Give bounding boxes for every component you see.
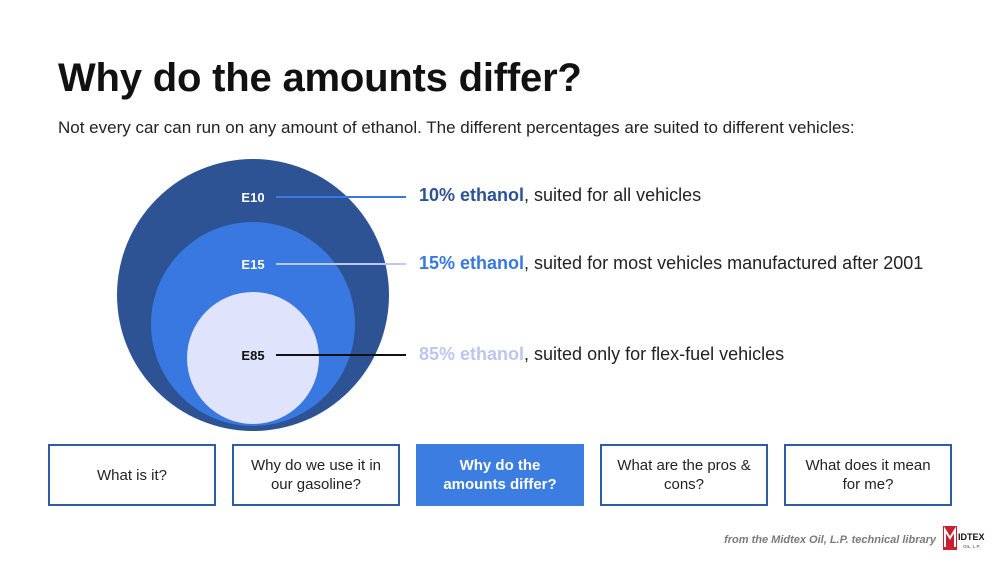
nav-button-why-use-it[interactable]: Why do we use it in our gasoline? — [232, 444, 400, 506]
nav-button-why-amounts-differ[interactable]: Why do the amounts differ? — [416, 444, 584, 506]
nav-button-pros-cons[interactable]: What are the pros & cons? — [600, 444, 768, 506]
e85-highlight: 85% ethanol — [419, 344, 525, 364]
nav-button-what-it-means[interactable]: What does it mean for me? — [784, 444, 952, 506]
e15-description: 15% ethanol, suited for most vehicles ma… — [419, 253, 923, 274]
e85-label: E85 — [241, 348, 264, 363]
e10-description-text: , suited for all vehicles — [524, 185, 702, 205]
footer-credit: from the Midtex Oil, L.P. technical libr… — [724, 534, 936, 546]
e15-highlight: 15% ethanol — [419, 253, 525, 273]
e10-highlight: 10% ethanol — [419, 185, 525, 205]
nav-button-what-is-it[interactable]: What is it? — [48, 444, 216, 506]
e85-circle — [187, 292, 319, 424]
e85-description: 85% ethanol, suited only for flex-fuel v… — [419, 344, 784, 365]
midtex-logo: IDTEX OIL, L.P. — [943, 526, 987, 550]
page-subtitle: Not every car can run on any amount of e… — [58, 118, 855, 137]
e15-description-text: , suited for most vehicles manufactured … — [524, 253, 924, 273]
e10-description: 10% ethanol, suited for all vehicles — [419, 185, 701, 206]
logo-text: IDTEX — [958, 532, 985, 542]
e10-label: E10 — [241, 190, 264, 205]
page-title: Why do the amounts differ? — [58, 56, 582, 100]
e85-description-text: , suited only for flex-fuel vehicles — [524, 344, 785, 364]
logo-subtext: OIL, L.P. — [963, 544, 980, 549]
e15-label: E15 — [241, 257, 264, 272]
